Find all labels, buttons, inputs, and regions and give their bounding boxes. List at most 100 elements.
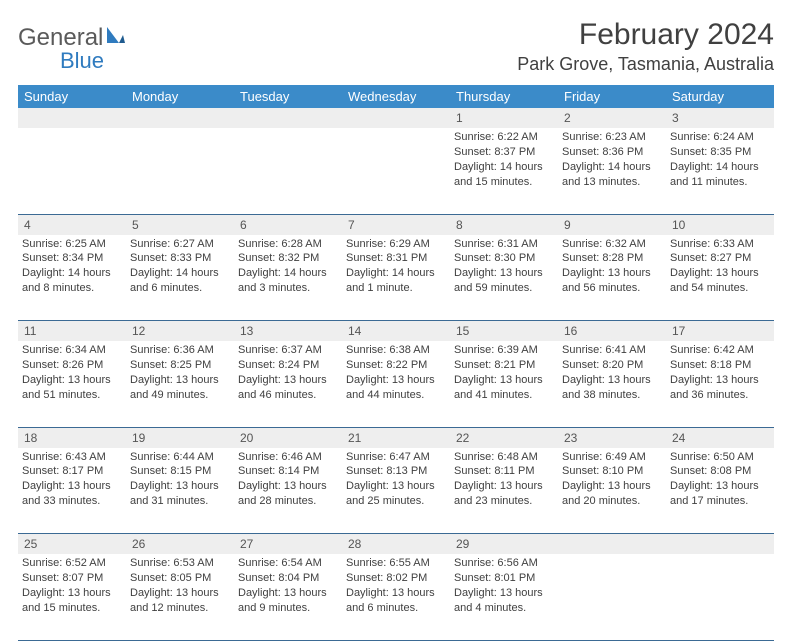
day-number-cell: 25 [18,534,126,555]
day-details: Sunrise: 6:22 AMSunset: 8:37 PMDaylight:… [454,128,554,189]
day-details: Sunrise: 6:46 AMSunset: 8:14 PMDaylight:… [238,448,338,509]
day-number-cell [234,108,342,128]
weekday-header: Thursday [450,85,558,108]
title-block: February 2024 Park Grove, Tasmania, Aust… [517,18,774,75]
daynum-row: 45678910 [18,214,774,235]
day-number-cell: 19 [126,427,234,448]
day-cell: Sunrise: 6:33 AMSunset: 8:27 PMDaylight:… [666,235,774,321]
daynum-row: 18192021222324 [18,427,774,448]
day-cell: Sunrise: 6:52 AMSunset: 8:07 PMDaylight:… [18,554,126,640]
weekday-header: Sunday [18,85,126,108]
day-cell: Sunrise: 6:24 AMSunset: 8:35 PMDaylight:… [666,128,774,214]
day-cell [342,128,450,214]
day-details: Sunrise: 6:43 AMSunset: 8:17 PMDaylight:… [22,448,122,509]
day-details: Sunrise: 6:54 AMSunset: 8:04 PMDaylight:… [238,554,338,615]
day-number-cell: 28 [342,534,450,555]
day-cell [666,554,774,640]
weekday-header: Saturday [666,85,774,108]
day-number-cell: 27 [234,534,342,555]
header: General Blue February 2024 Park Grove, T… [18,18,774,75]
weekday-header: Monday [126,85,234,108]
day-cell: Sunrise: 6:54 AMSunset: 8:04 PMDaylight:… [234,554,342,640]
day-cell: Sunrise: 6:38 AMSunset: 8:22 PMDaylight:… [342,341,450,427]
day-cell: Sunrise: 6:55 AMSunset: 8:02 PMDaylight:… [342,554,450,640]
day-details: Sunrise: 6:27 AMSunset: 8:33 PMDaylight:… [130,235,230,296]
daynum-row: 123 [18,108,774,128]
day-cell: Sunrise: 6:27 AMSunset: 8:33 PMDaylight:… [126,235,234,321]
day-details: Sunrise: 6:24 AMSunset: 8:35 PMDaylight:… [670,128,770,189]
day-details: Sunrise: 6:48 AMSunset: 8:11 PMDaylight:… [454,448,554,509]
weekday-row: SundayMondayTuesdayWednesdayThursdayFrid… [18,85,774,108]
weekday-header: Wednesday [342,85,450,108]
day-cell: Sunrise: 6:37 AMSunset: 8:24 PMDaylight:… [234,341,342,427]
day-cell: Sunrise: 6:25 AMSunset: 8:34 PMDaylight:… [18,235,126,321]
day-number-cell [126,108,234,128]
day-cell: Sunrise: 6:46 AMSunset: 8:14 PMDaylight:… [234,448,342,534]
day-number-cell: 9 [558,214,666,235]
weekday-header: Tuesday [234,85,342,108]
day-number-cell: 24 [666,427,774,448]
day-details: Sunrise: 6:42 AMSunset: 8:18 PMDaylight:… [670,341,770,402]
day-number-cell: 13 [234,321,342,342]
day-cell: Sunrise: 6:32 AMSunset: 8:28 PMDaylight:… [558,235,666,321]
day-cell: Sunrise: 6:28 AMSunset: 8:32 PMDaylight:… [234,235,342,321]
day-cell: Sunrise: 6:47 AMSunset: 8:13 PMDaylight:… [342,448,450,534]
day-number-cell: 10 [666,214,774,235]
day-cell: Sunrise: 6:48 AMSunset: 8:11 PMDaylight:… [450,448,558,534]
day-cell: Sunrise: 6:43 AMSunset: 8:17 PMDaylight:… [18,448,126,534]
day-details: Sunrise: 6:32 AMSunset: 8:28 PMDaylight:… [562,235,662,296]
day-number-cell [666,534,774,555]
day-cell: Sunrise: 6:31 AMSunset: 8:30 PMDaylight:… [450,235,558,321]
logo: General Blue [18,18,127,74]
day-cell: Sunrise: 6:39 AMSunset: 8:21 PMDaylight:… [450,341,558,427]
day-details: Sunrise: 6:53 AMSunset: 8:05 PMDaylight:… [130,554,230,615]
day-number-cell: 6 [234,214,342,235]
day-cell: Sunrise: 6:34 AMSunset: 8:26 PMDaylight:… [18,341,126,427]
day-cell [18,128,126,214]
page-title: February 2024 [517,18,774,52]
day-number-cell: 2 [558,108,666,128]
day-number-cell: 7 [342,214,450,235]
day-cell: Sunrise: 6:50 AMSunset: 8:08 PMDaylight:… [666,448,774,534]
daynum-row: 11121314151617 [18,321,774,342]
day-number-cell: 22 [450,427,558,448]
day-details: Sunrise: 6:28 AMSunset: 8:32 PMDaylight:… [238,235,338,296]
day-cell [234,128,342,214]
day-number-cell [342,108,450,128]
day-number-cell [558,534,666,555]
day-details: Sunrise: 6:25 AMSunset: 8:34 PMDaylight:… [22,235,122,296]
day-cell [558,554,666,640]
day-details: Sunrise: 6:33 AMSunset: 8:27 PMDaylight:… [670,235,770,296]
day-number-cell: 16 [558,321,666,342]
daynum-row: 2526272829 [18,534,774,555]
day-cell: Sunrise: 6:53 AMSunset: 8:05 PMDaylight:… [126,554,234,640]
day-number-cell: 29 [450,534,558,555]
calendar-body: 123Sunrise: 6:22 AMSunset: 8:37 PMDaylig… [18,108,774,640]
day-number-cell: 3 [666,108,774,128]
day-cell: Sunrise: 6:44 AMSunset: 8:15 PMDaylight:… [126,448,234,534]
day-details: Sunrise: 6:39 AMSunset: 8:21 PMDaylight:… [454,341,554,402]
day-number-cell: 17 [666,321,774,342]
day-number-cell: 15 [450,321,558,342]
day-cell: Sunrise: 6:22 AMSunset: 8:37 PMDaylight:… [450,128,558,214]
day-cell: Sunrise: 6:42 AMSunset: 8:18 PMDaylight:… [666,341,774,427]
day-details: Sunrise: 6:38 AMSunset: 8:22 PMDaylight:… [346,341,446,402]
day-cell: Sunrise: 6:23 AMSunset: 8:36 PMDaylight:… [558,128,666,214]
day-number-cell: 23 [558,427,666,448]
day-number-cell: 14 [342,321,450,342]
day-number-cell: 18 [18,427,126,448]
day-details: Sunrise: 6:44 AMSunset: 8:15 PMDaylight:… [130,448,230,509]
week-row: Sunrise: 6:43 AMSunset: 8:17 PMDaylight:… [18,448,774,534]
day-number-cell [18,108,126,128]
week-row: Sunrise: 6:22 AMSunset: 8:37 PMDaylight:… [18,128,774,214]
week-row: Sunrise: 6:25 AMSunset: 8:34 PMDaylight:… [18,235,774,321]
calendar-head: SundayMondayTuesdayWednesdayThursdayFrid… [18,85,774,108]
logo-text: General Blue [18,24,127,74]
day-number-cell: 21 [342,427,450,448]
sail-icon [105,24,127,52]
day-details: Sunrise: 6:47 AMSunset: 8:13 PMDaylight:… [346,448,446,509]
day-details: Sunrise: 6:56 AMSunset: 8:01 PMDaylight:… [454,554,554,615]
day-details: Sunrise: 6:49 AMSunset: 8:10 PMDaylight:… [562,448,662,509]
day-details: Sunrise: 6:23 AMSunset: 8:36 PMDaylight:… [562,128,662,189]
location: Park Grove, Tasmania, Australia [517,54,774,75]
